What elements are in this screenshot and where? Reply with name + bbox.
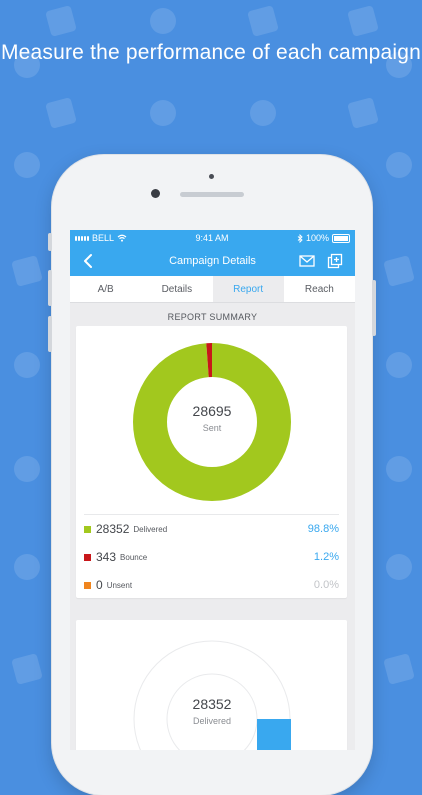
delivered-donut-chart xyxy=(133,640,291,750)
unsent-label: Unsent xyxy=(106,580,133,590)
duplicate-icon[interactable] xyxy=(327,253,343,269)
tag-icon xyxy=(383,653,415,685)
clock-icon xyxy=(14,152,40,178)
section-title: REPORT SUMMARY xyxy=(167,312,258,322)
power-button xyxy=(372,280,376,336)
legend-row-delivered: 28352 Delivered 98.8% xyxy=(84,515,339,543)
nav-bar: Campaign Details xyxy=(70,246,355,276)
gear-icon xyxy=(250,100,276,126)
background-pattern xyxy=(11,5,415,685)
sent-count: 28695 xyxy=(192,403,232,419)
tab-report[interactable]: Report xyxy=(212,276,284,302)
legend-row-bounce: 343 Bounce 1.2% xyxy=(84,543,339,571)
tag-icon xyxy=(11,255,43,287)
gear-icon xyxy=(14,52,40,78)
tag-icon xyxy=(45,97,77,129)
gear-icon xyxy=(386,52,412,78)
report-summary-card: 28695 Sent 28352 Delivered 98.8% 343 Bou… xyxy=(76,326,347,598)
earpiece-speaker xyxy=(180,192,244,197)
gear-icon xyxy=(386,352,412,378)
tab-bar: A/B Details Report Reach xyxy=(70,276,355,303)
tag-icon xyxy=(347,97,379,129)
clock-icon xyxy=(386,152,412,178)
unsent-count: 0 xyxy=(96,578,103,592)
legend: 28352 Delivered 98.8% 343 Bounce 1.2% 0 … xyxy=(84,514,339,599)
gear-icon xyxy=(386,456,412,482)
battery-percent: 100% xyxy=(305,233,329,243)
sent-donut-chart: 28695 Sent xyxy=(133,343,291,501)
status-bar: BELL 9:41 AM 100% xyxy=(70,230,355,246)
tag-icon xyxy=(383,255,415,287)
unsent-swatch xyxy=(84,581,91,589)
delivered-percent: 98.8% xyxy=(307,523,339,535)
delivered-swatch xyxy=(84,525,91,533)
mute-switch xyxy=(48,233,52,251)
front-camera xyxy=(151,189,160,198)
bounce-swatch xyxy=(84,553,91,561)
gear-icon xyxy=(150,100,176,126)
headline: Measure the performance of each campaign xyxy=(0,41,422,64)
bluetooth-icon xyxy=(297,233,303,243)
nav-title: Campaign Details xyxy=(169,255,256,267)
app-screen: BELL 9:41 AM 100% Campaign Details xyxy=(70,230,355,750)
envelope-icon[interactable] xyxy=(299,253,315,269)
gear-icon xyxy=(14,352,40,378)
status-time: 9:41 AM xyxy=(195,233,229,243)
sent-label: Sent xyxy=(202,423,222,433)
delivered-total: 28352 xyxy=(192,696,232,712)
unsent-percent: 0.0% xyxy=(313,579,339,591)
bounce-count: 343 xyxy=(96,550,117,564)
delivered-total-label: Delivered xyxy=(192,716,232,726)
tab-reach[interactable]: Reach xyxy=(304,283,334,295)
volume-up-button xyxy=(48,270,52,306)
clock-icon xyxy=(14,554,40,580)
bounce-label: Bounce xyxy=(120,552,148,562)
tag-icon xyxy=(11,653,43,685)
delivered-ring-inner xyxy=(166,673,258,750)
bounce-arc xyxy=(133,343,291,501)
tag-icon xyxy=(347,5,379,37)
delivered-label: Delivered xyxy=(133,524,168,534)
delivered-count: 28352 xyxy=(96,522,130,536)
volume-down-button xyxy=(48,316,52,352)
delivered-card: 28352 Delivered xyxy=(76,620,347,750)
tab-details[interactable]: Details xyxy=(161,283,193,295)
bounce-percent: 1.2% xyxy=(313,551,339,563)
battery-icon xyxy=(332,233,350,243)
clock-icon xyxy=(386,554,412,580)
gear-icon xyxy=(14,456,40,482)
chevron-left-icon[interactable] xyxy=(80,252,98,270)
legend-row-unsent: 0 Unsent 0.0% xyxy=(84,571,339,599)
carrier-label: BELL xyxy=(92,233,115,243)
wifi-icon xyxy=(117,234,127,242)
signal-icon xyxy=(75,235,89,241)
tab-ab[interactable]: A/B xyxy=(97,283,114,295)
tag-icon xyxy=(45,5,77,37)
delivered-ring-segment xyxy=(257,719,291,750)
proximity-sensor xyxy=(209,174,214,179)
gear-icon xyxy=(150,8,176,34)
tag-icon xyxy=(247,5,279,37)
